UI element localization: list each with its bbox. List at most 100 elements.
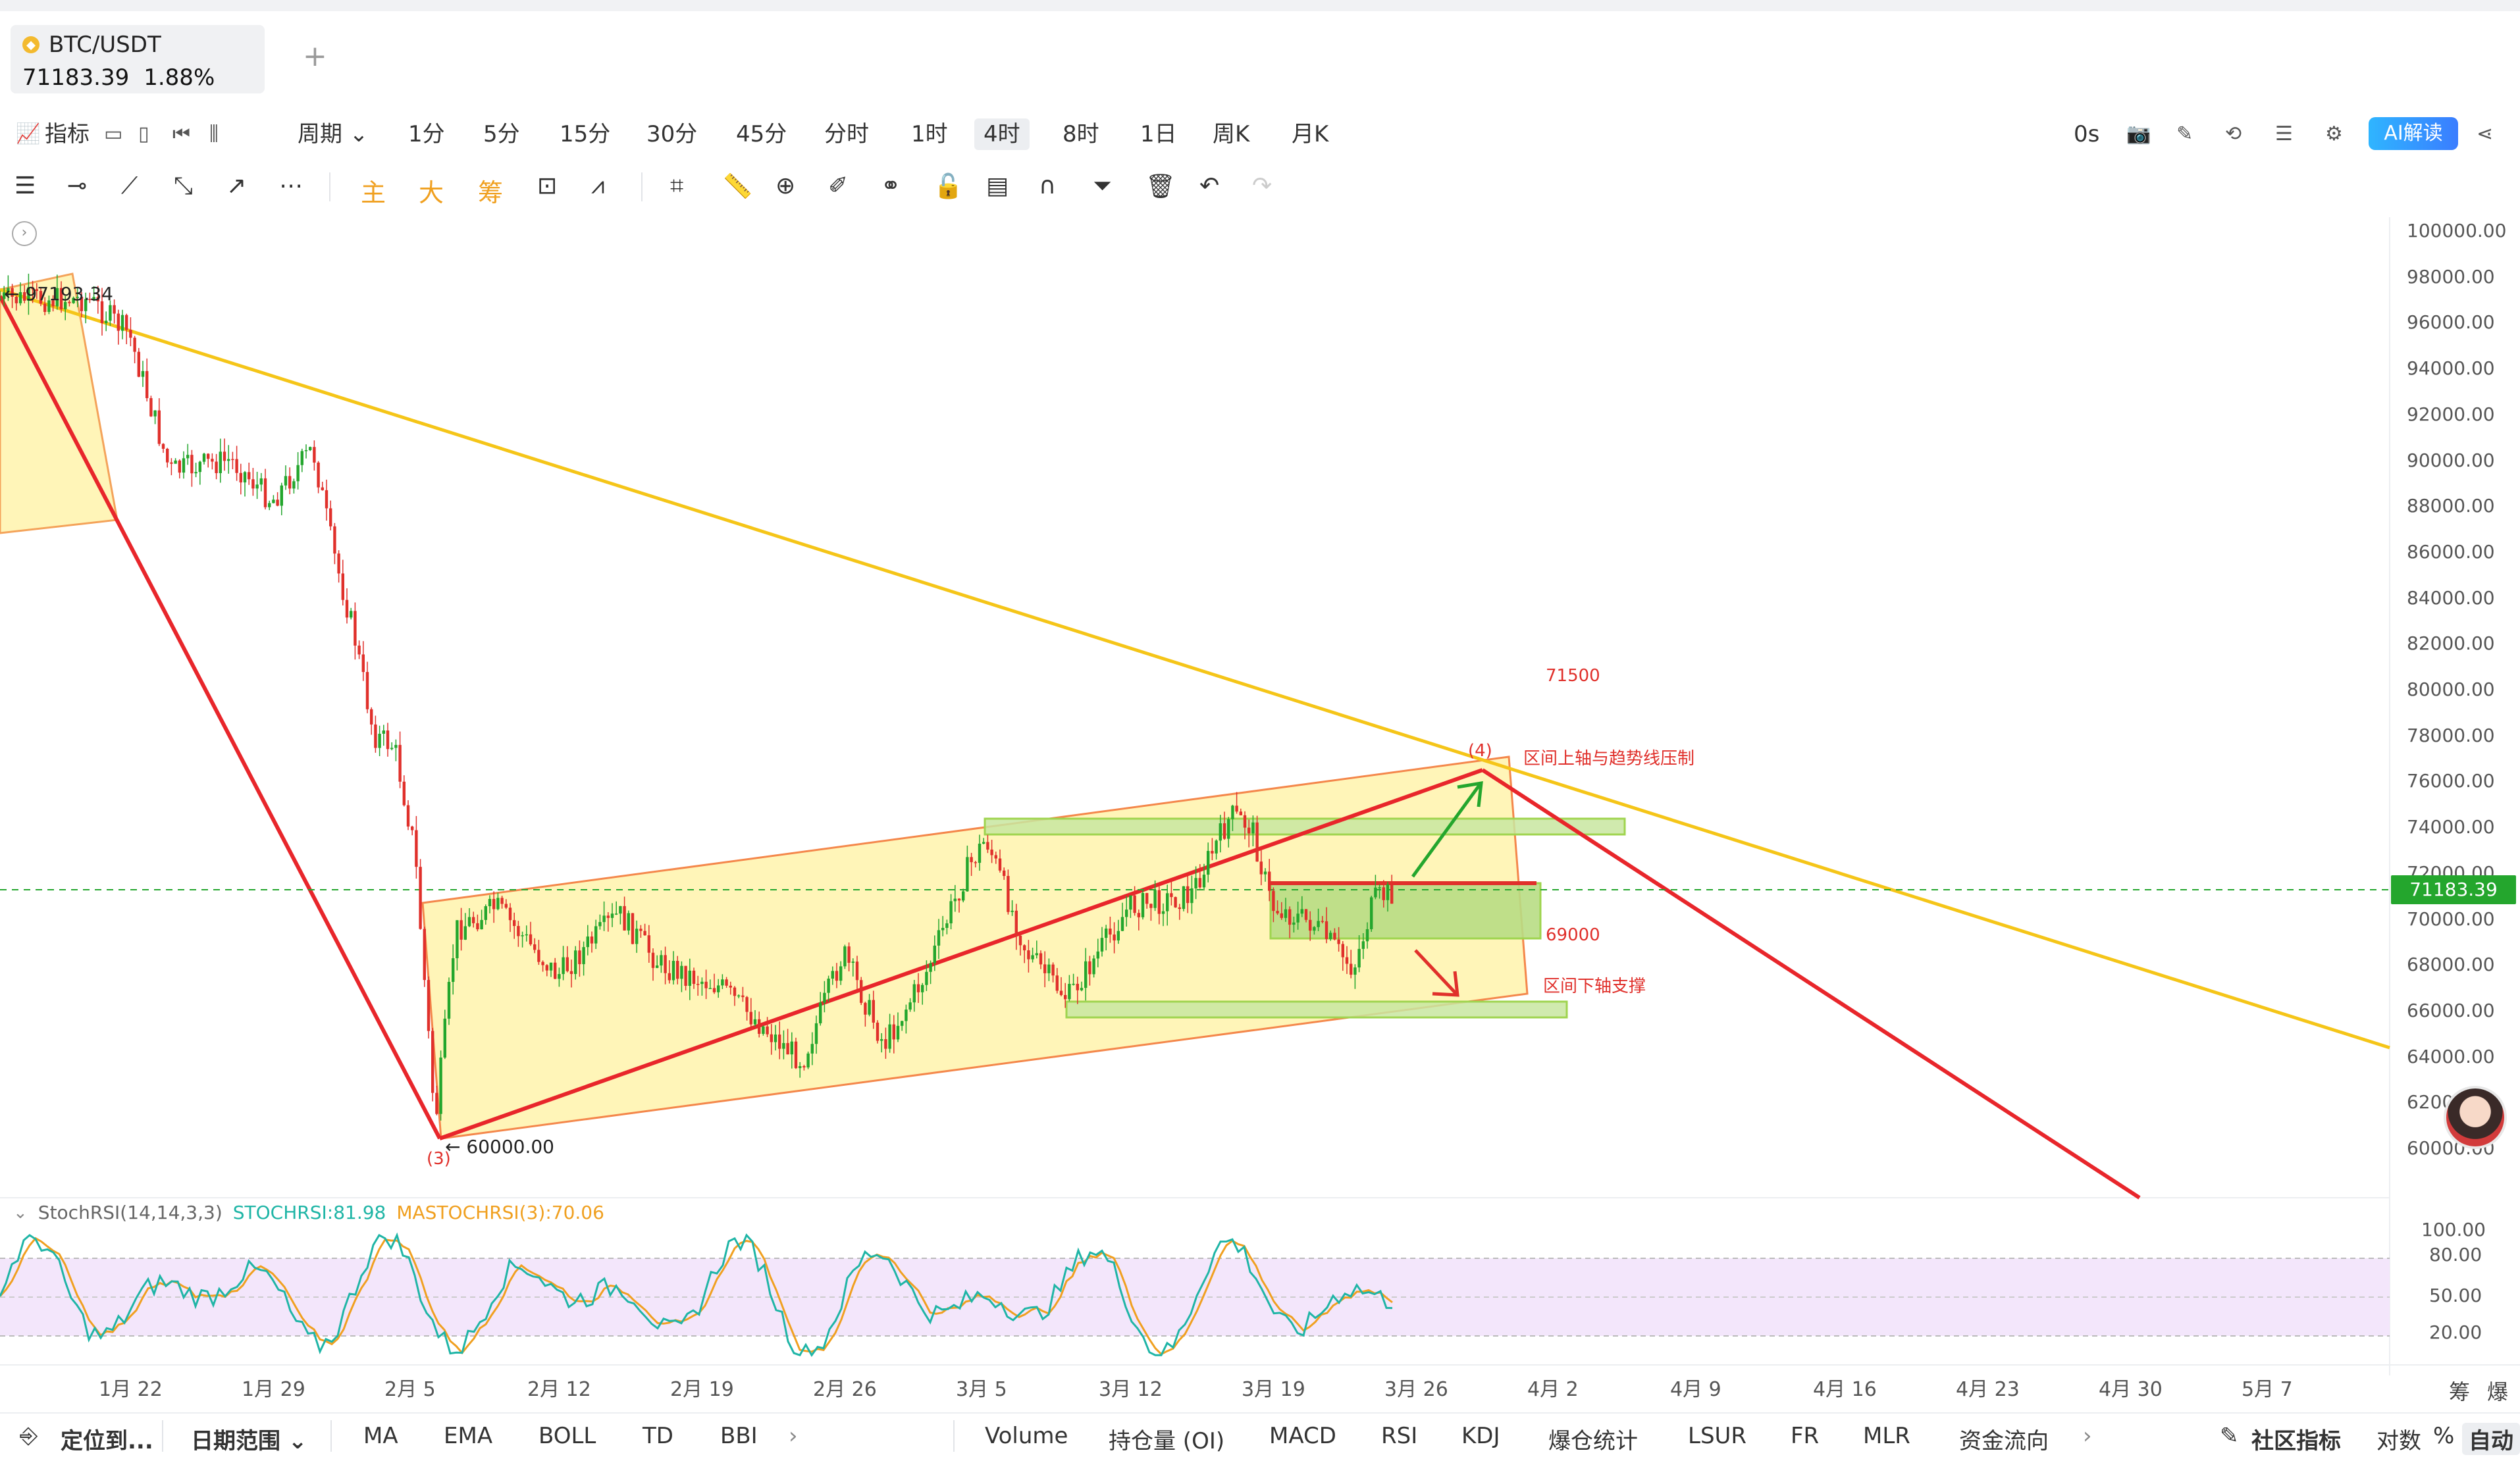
ind-fr[interactable]: FR — [1791, 1423, 1820, 1449]
ind-kdj[interactable]: KDJ — [1461, 1423, 1500, 1449]
ind-capital-flow[interactable]: 资金流向 — [1959, 1428, 2049, 1454]
ind-ma[interactable]: MA — [363, 1423, 398, 1449]
ruler-icon[interactable]: 📏 — [723, 173, 752, 200]
more-left-icon[interactable]: › — [789, 1423, 798, 1449]
ind-ema[interactable]: EMA — [444, 1423, 493, 1449]
menu-icon[interactable]: ☰ — [14, 172, 36, 199]
horizontal-line-icon[interactable]: ⊸ — [67, 172, 88, 199]
period-45m[interactable]: 45分 — [736, 121, 787, 147]
auto-draw-icon[interactable]: ⊡ — [537, 172, 558, 199]
candle-body — [884, 1039, 887, 1049]
log-scale-toggle[interactable]: 对数 — [2376, 1428, 2421, 1454]
replay-icon[interactable]: ⏮ — [172, 122, 190, 145]
ind-mlr[interactable]: MLR — [1863, 1423, 1910, 1449]
visibility-icon[interactable]: ⚭ — [881, 172, 901, 199]
candle-body — [1374, 887, 1377, 898]
zoom-in-icon[interactable]: ⊕ — [775, 172, 796, 199]
ind-rsi[interactable]: RSI — [1381, 1423, 1418, 1449]
period-4h[interactable]: 4时 — [974, 118, 1030, 150]
candle-body — [1096, 951, 1099, 959]
layout-icon[interactable]: ▭ — [104, 122, 123, 145]
locate-button[interactable]: 定位到... — [61, 1428, 153, 1454]
period-5m[interactable]: 5分 — [483, 121, 520, 147]
add-tab-button[interactable]: + — [303, 39, 327, 73]
trash-icon[interactable]: 🗑 — [1145, 173, 1176, 200]
magnet-draw-icon[interactable]: ✐ — [828, 172, 849, 199]
ind-volume[interactable]: Volume — [985, 1423, 1068, 1449]
collapse-indicator-icon[interactable]: ⌄ — [13, 1202, 28, 1223]
compare-icon[interactable]: ▯ — [138, 122, 149, 145]
share-icon[interactable]: ⋖ — [2477, 122, 2494, 145]
ind-liquidation[interactable]: 爆仓统计 — [1548, 1428, 1638, 1454]
period-dropdown[interactable]: 周期 ⌄ — [298, 121, 369, 147]
candle-body — [896, 1025, 900, 1040]
symbol-tab[interactable]: ◆ BTC/USDT 71183.39 1.88% — [11, 25, 265, 93]
ind-macd[interactable]: MACD — [1269, 1423, 1336, 1449]
date-range-button[interactable]: 日期范围 ⌄ — [191, 1428, 307, 1454]
candle-body — [921, 985, 924, 992]
filter-icon[interactable]: ⏷ — [1093, 172, 1112, 199]
candle-body — [1304, 909, 1308, 920]
pattern-icon[interactable]: ⩘ — [591, 172, 605, 199]
percent-toggle[interactable]: % — [2433, 1423, 2455, 1449]
more-icon[interactable]: ⋯ — [279, 172, 303, 199]
chips-button[interactable]: 筹 — [478, 178, 504, 207]
magnet-icon[interactable]: ∩ — [1039, 172, 1057, 199]
candle-body — [517, 926, 520, 936]
period-month[interactable]: 月K — [1292, 121, 1329, 147]
sync-icon[interactable]: ⟲ — [2225, 122, 2242, 145]
indicator-name[interactable]: StochRSI(14,14,3,3) — [38, 1202, 223, 1223]
chart-type-icon[interactable]: ⫼ — [209, 122, 219, 145]
indicators-button[interactable]: 指标 — [45, 121, 90, 147]
big-order-button[interactable]: 大 — [419, 178, 444, 207]
candle-body — [1211, 851, 1214, 854]
liquidation-toggle[interactable]: 爆 — [2487, 1379, 2509, 1404]
ind-bbi[interactable]: BBI — [720, 1423, 758, 1449]
period-30m[interactable]: 30分 — [646, 121, 698, 147]
period-timeshare[interactable]: 分时 — [824, 121, 869, 147]
price-chart[interactable] — [0, 217, 2520, 1389]
collapse-icon[interactable]: › — [12, 221, 37, 246]
period-15m[interactable]: 15分 — [560, 121, 611, 147]
period-8h[interactable]: 8时 — [1063, 121, 1099, 147]
trend-line-icon[interactable]: ⟋ — [121, 172, 138, 199]
period-week[interactable]: 周K — [1213, 121, 1250, 147]
gear-icon[interactable]: ⚙ — [2325, 122, 2343, 145]
candle-body — [1023, 945, 1026, 951]
ind-boll[interactable]: BOLL — [538, 1423, 596, 1449]
template-icon[interactable]: ▤ — [986, 172, 1009, 199]
edit-icon[interactable]: ✎ — [2220, 1423, 2239, 1449]
more-right-icon[interactable]: › — [2083, 1423, 2092, 1449]
auto-scale-toggle[interactable]: 自动 — [2462, 1423, 2520, 1455]
price-tick: 78000.00 — [2407, 724, 2495, 746]
locate-icon[interactable]: ⎆ — [20, 1423, 38, 1449]
chips-toggle[interactable]: 筹 — [2449, 1379, 2471, 1404]
candle-body — [1386, 884, 1390, 900]
crop-icon[interactable]: ⌗ — [670, 172, 684, 199]
undo-icon[interactable]: ↶ — [1199, 172, 1220, 199]
price-tick: 98000.00 — [2407, 265, 2495, 288]
current-price-badge: 71183.39 — [2391, 875, 2516, 904]
ai-analysis-button[interactable]: AI解读 — [2369, 117, 2458, 150]
indicator-icon[interactable]: 📈 — [16, 122, 41, 145]
ind-td[interactable]: TD — [643, 1423, 673, 1449]
candle-body — [1014, 910, 1018, 936]
candle-body — [317, 462, 320, 488]
lock-icon[interactable]: 🔓 — [933, 173, 963, 200]
period-1d[interactable]: 1日 — [1140, 121, 1177, 147]
list-icon[interactable]: ☰ — [2275, 122, 2293, 145]
period-1m[interactable]: 1分 — [408, 121, 445, 147]
candle-body — [1300, 909, 1303, 914]
camera-icon[interactable]: 📷 — [2126, 122, 2151, 145]
period-1h[interactable]: 1时 — [911, 121, 948, 147]
fib-icon[interactable]: ⤡ — [174, 172, 193, 199]
ray-icon[interactable]: ↗ — [226, 172, 247, 199]
candle-body — [770, 1034, 773, 1042]
redo-icon[interactable]: ↷ — [1252, 172, 1273, 199]
main-force-button[interactable]: 主 — [361, 178, 386, 207]
community-indicators[interactable]: 社区指标 — [2251, 1428, 2341, 1454]
ind-oi[interactable]: 持仓量 (OI) — [1109, 1428, 1225, 1454]
assistant-avatar[interactable] — [2444, 1086, 2507, 1149]
pen-icon[interactable]: ✎ — [2176, 122, 2193, 145]
ind-lsur[interactable]: LSUR — [1688, 1423, 1747, 1449]
